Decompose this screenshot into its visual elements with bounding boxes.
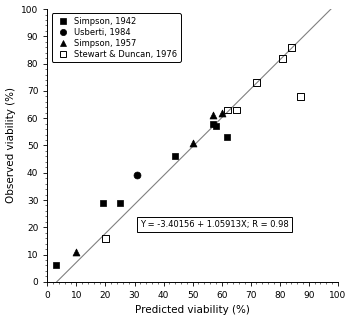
Point [297, 94, 303, 99]
Point [117, 200, 123, 205]
Point [172, 154, 178, 159]
Point [219, 110, 225, 115]
Point [100, 200, 105, 205]
X-axis label: Predicted viability (%): Predicted viability (%) [135, 306, 250, 316]
Point [103, 236, 108, 241]
Point [53, 263, 59, 268]
Point [190, 140, 195, 145]
Text: Y = -3.40156 + 1.05913X; R = 0.98: Y = -3.40156 + 1.05913X; R = 0.98 [140, 220, 289, 229]
Point [225, 108, 230, 113]
Point [210, 113, 216, 118]
Point [289, 45, 294, 50]
Point [233, 108, 239, 113]
Point [134, 173, 140, 178]
Point [225, 135, 230, 140]
Point [254, 80, 259, 85]
Point [213, 124, 219, 129]
Point [210, 121, 216, 126]
Legend: Simpson, 1942, Usberti, 1984, Simpson, 1957, Stewart & Duncan, 1976: Simpson, 1942, Usberti, 1984, Simpson, 1… [51, 13, 181, 62]
Point [280, 56, 285, 61]
Point [74, 249, 79, 255]
Y-axis label: Observed viability (%): Observed viability (%) [6, 87, 15, 204]
